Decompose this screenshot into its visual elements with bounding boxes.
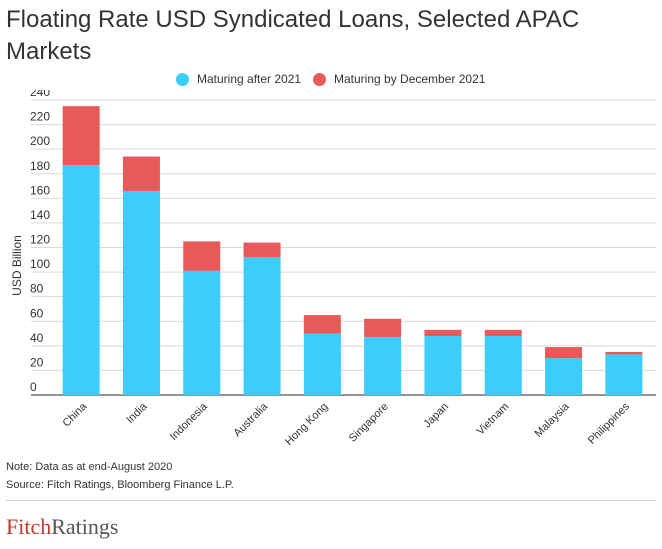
y-tick-label: 160 [30, 183, 50, 197]
legend-swatch-by-dec-2021 [313, 72, 326, 86]
x-tick-label: Malaysia [532, 400, 572, 440]
x-tick-label: Australia [231, 400, 270, 439]
legend: Maturing after 2021 Maturing by December… [0, 72, 662, 92]
y-tick-label: 100 [30, 257, 50, 271]
bar-vietnam-by-dec-2021 [484, 329, 522, 336]
bar-singapore-after-2021 [364, 337, 402, 395]
x-tick-label: Japan [421, 401, 451, 431]
y-tick-label: 200 [30, 134, 50, 148]
bar-indonesia-by-dec-2021 [183, 241, 221, 271]
legend-item-by-dec-2021: Maturing by December 2021 [313, 72, 485, 86]
note-text: Note: Data as at end-August 2020 [6, 461, 173, 473]
bar-philippines-after-2021 [605, 354, 643, 395]
y-tick-label: 240 [30, 90, 50, 99]
legend-item-after-2021: Maturing after 2021 [176, 72, 301, 86]
bar-chart: 0 20 40 60 80 100 120 140 160 180 200 220 240 USD Bil… [10, 90, 656, 448]
bar-indonesia-after-2021 [183, 270, 221, 395]
bar-hong-kong-by-dec-2021 [303, 315, 341, 334]
y-tick-label: 60 [30, 306, 44, 320]
bar-china-after-2021 [62, 165, 100, 395]
bar-australia-after-2021 [243, 257, 281, 395]
bar-malaysia-after-2021 [545, 358, 583, 395]
fitch-ratings-logo: FitchRatings [6, 514, 119, 539]
y-tick-label: 180 [30, 159, 50, 173]
bar-japan-after-2021 [424, 336, 462, 395]
x-tick-label: China [60, 400, 89, 429]
legend-label-after-2021: Maturing after 2021 [197, 72, 302, 86]
y-tick-label: 40 [30, 331, 44, 345]
legend-label-by-dec-2021: Maturing by December 2021 [334, 72, 486, 86]
bar-philippines-by-dec-2021 [605, 351, 643, 355]
legend-swatch-after-2021 [176, 72, 189, 86]
y-tick-label: 120 [30, 233, 50, 247]
y-tick-label: 20 [30, 355, 44, 369]
y-tick-label: 140 [30, 208, 50, 222]
bar-australia-by-dec-2021 [243, 242, 281, 258]
bar-malaysia-by-dec-2021 [545, 347, 583, 359]
bar-india-by-dec-2021 [122, 156, 160, 191]
x-tick-label: Singapore [347, 401, 391, 445]
y-axis-title: USD Billion [10, 235, 24, 296]
source-text: Source: Fitch Ratings, Bloomberg Finance… [6, 479, 234, 491]
bar-singapore-by-dec-2021 [364, 318, 402, 338]
bar-china-by-dec-2021 [62, 106, 100, 166]
x-tick-label: Hong Kong [283, 401, 330, 448]
bar-hong-kong-after-2021 [303, 333, 341, 395]
bar-japan-by-dec-2021 [424, 329, 462, 336]
chart-title: Floating Rate USD Syndicated Loans, Sele… [6, 6, 580, 65]
x-tick-label: Vietnam [474, 401, 511, 438]
y-tick-label: 220 [30, 110, 50, 124]
bar-india-after-2021 [122, 190, 160, 395]
y-tick-label: 80 [30, 282, 44, 296]
divider [6, 500, 656, 501]
x-tick-label: Philippines [586, 400, 632, 446]
x-tick-label: India [124, 400, 150, 426]
x-tick-label: Indonesia [168, 400, 211, 443]
bar-vietnam-after-2021 [484, 336, 522, 395]
y-tick-label: 0 [30, 380, 37, 394]
